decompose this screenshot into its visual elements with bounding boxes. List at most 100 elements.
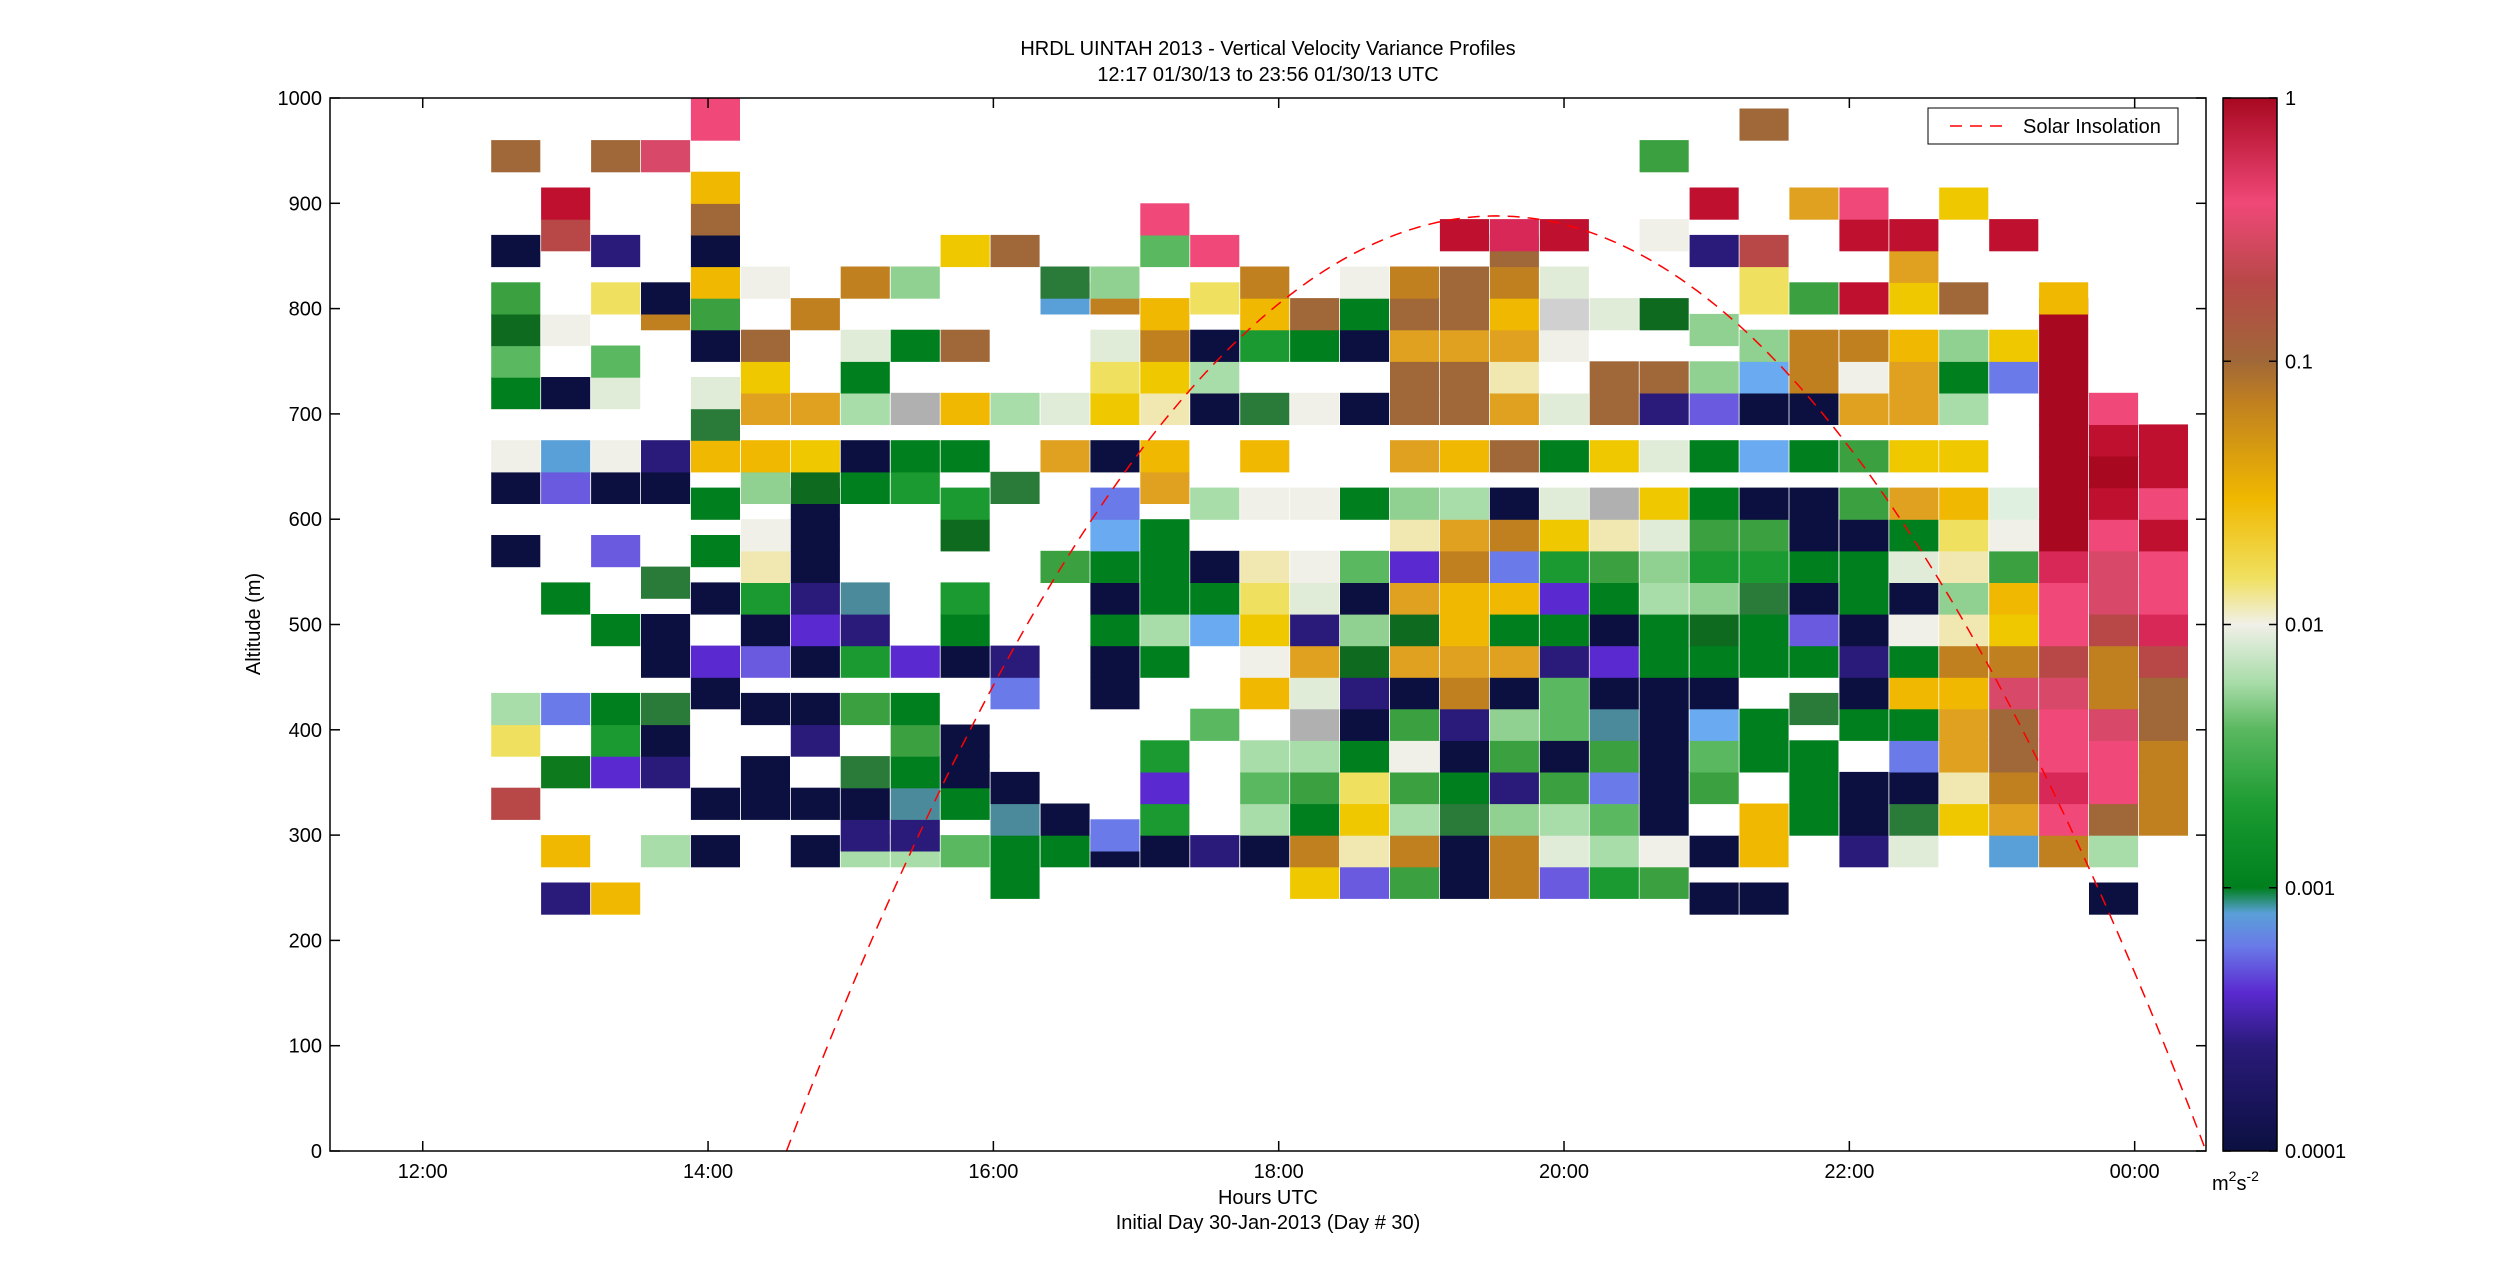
heatmap-cell-23-18	[1639, 140, 1689, 173]
heatmap-cell-4-10	[690, 329, 740, 362]
heatmap-cell-2-12	[591, 140, 641, 173]
heatmap-cell-2-11	[591, 234, 641, 268]
heatmap-cell-26-3	[1789, 692, 1839, 726]
heatmap-cell-31-6	[2039, 645, 2089, 678]
heatmap-cell-26-5	[1789, 614, 1839, 647]
heatmap-cell-0-12	[491, 140, 541, 173]
heatmap-cell-23-11	[1639, 519, 1689, 552]
heatmap-cell-11-4	[1040, 392, 1090, 425]
heatmap-cell-33-11	[2138, 456, 2188, 489]
heatmap-cell-3-8	[641, 440, 691, 473]
heatmap-cell-24-1	[1689, 835, 1739, 868]
heatmap-cell-22-7	[1589, 645, 1639, 678]
heatmap-cell-27-0	[1839, 835, 1889, 868]
heatmap-cell-24-17	[1689, 234, 1739, 268]
heatmap-cell-4-4	[690, 582, 740, 615]
heatmap-cell-6-0	[790, 835, 840, 868]
heatmap-cell-33-7	[2138, 582, 2188, 615]
heatmap-cell-4-17	[690, 98, 740, 110]
heatmap-cell-25-9	[1739, 519, 1789, 552]
heatmap-cell-11-2	[1040, 550, 1090, 583]
heatmap-cell-16-3	[1290, 771, 1340, 805]
heatmap-cell-16-9	[1290, 582, 1340, 615]
heatmap-cell-8-2	[890, 787, 940, 820]
heatmap-cell-9-7	[940, 519, 990, 552]
heatmap-cell-27-14	[1839, 329, 1889, 362]
heatmap-cell-25-18	[1739, 108, 1789, 141]
heatmap-cell-30-2	[1989, 771, 2039, 805]
heatmap-cell-2-10	[591, 282, 641, 315]
heatmap-cell-26-4	[1789, 645, 1839, 678]
heatmap-cell-5-12	[740, 329, 790, 362]
heatmap-cell-17-12	[1340, 392, 1390, 425]
heatmap-cell-20-15	[1489, 361, 1539, 394]
heatmap-cell-18-7	[1390, 645, 1440, 678]
heatmap-cell-21-7	[1539, 645, 1589, 678]
heatmap-cell-15-3	[1240, 740, 1290, 773]
heatmap-cell-12-6	[1090, 550, 1140, 583]
heatmap-cell-6-7	[790, 550, 840, 583]
heatmap-cell-21-18	[1539, 266, 1589, 299]
heatmap-cell-30-11	[1989, 487, 2039, 520]
heatmap-cell-2-5	[591, 535, 641, 568]
heatmap-cell-14-6	[1190, 392, 1240, 425]
heatmap-cell-6-4	[790, 645, 840, 678]
heatmap-cell-1-11	[541, 187, 591, 220]
heatmap-cell-29-0	[1939, 803, 1989, 836]
heatmap-cell-33-10	[2138, 487, 2188, 520]
heatmap-cell-31-3	[2039, 740, 2089, 773]
heatmap-cell-31-12	[2039, 456, 2089, 489]
heatmap-cell-3-6	[641, 566, 691, 599]
colorbar-tick-label-2: 0.01	[2285, 615, 2324, 637]
heatmap-cell-5-8	[740, 471, 790, 504]
heatmap-cell-28-2	[1889, 771, 1939, 805]
y-tick-label-7: 700	[289, 404, 322, 426]
heatmap-cell-32-2	[2089, 803, 2139, 836]
heatmap-cell-25-5	[1739, 645, 1789, 678]
heatmap-cell-26-13	[1789, 329, 1839, 362]
heatmap-cell-17-8	[1340, 614, 1390, 647]
colorbar-tick-label-1: 0.001	[2285, 878, 2335, 900]
heatmap-cell-28-18	[1889, 219, 1939, 252]
heatmap-cell-26-1	[1789, 771, 1839, 805]
heatmap-cell-18-10	[1390, 550, 1440, 583]
heatmap-cell-17-10	[1340, 550, 1390, 583]
heatmap-cell-8-8	[890, 440, 940, 473]
heatmap-cell-15-4	[1240, 677, 1290, 710]
heatmap-cell-26-12	[1789, 361, 1839, 394]
heatmap-cell-15-1	[1240, 803, 1290, 836]
heatmap-cell-2-1	[591, 756, 641, 789]
heatmap-cell-0-0	[491, 819, 541, 852]
heatmap-cell-28-17	[1889, 250, 1939, 283]
heatmap-cell-27-7	[1839, 582, 1889, 615]
heatmap-cell-7-13	[840, 266, 890, 299]
heatmap-cell-20-18	[1489, 266, 1539, 299]
heatmap-cell-32-0	[2089, 882, 2139, 915]
heatmap-cell-4-13	[690, 234, 740, 268]
heatmap-cell-14-7	[1190, 361, 1240, 394]
heatmap-cell-25-13	[1739, 361, 1789, 394]
heatmap-cell-23-10	[1639, 550, 1689, 583]
heatmap-cell-31-2	[2039, 771, 2089, 805]
heatmap-cell-30-13	[1989, 392, 2039, 425]
heatmap-cell-24-6	[1689, 677, 1739, 710]
heatmap-cell-29-7	[1939, 582, 1989, 615]
heatmap-cell-15-14	[1240, 266, 1290, 299]
heatmap-cell-33-6	[2138, 614, 2188, 647]
heatmap-cell-20-6	[1489, 677, 1539, 710]
heatmap-cell-7-12	[840, 329, 890, 362]
heatmap-cell-10-6	[990, 471, 1040, 504]
heatmap-cell-4-7	[690, 440, 740, 473]
heatmap-cell-1-6	[541, 440, 591, 473]
heatmap-cell-5-4	[740, 614, 790, 647]
heatmap-cell-19-11	[1439, 519, 1489, 552]
heatmap-cell-23-16	[1639, 298, 1689, 331]
heatmap-cell-30-6	[1989, 645, 2039, 678]
heatmap-cell-5-5	[740, 582, 790, 615]
heatmap-cell-24-15	[1689, 361, 1739, 394]
heatmap-cell-20-20	[1489, 219, 1539, 252]
heatmap-cell-32-6	[2089, 677, 2139, 710]
heatmap-cell-4-11	[690, 298, 740, 331]
heatmap-cell-28-13	[1889, 392, 1939, 425]
y-tick-label-5: 500	[289, 615, 322, 637]
